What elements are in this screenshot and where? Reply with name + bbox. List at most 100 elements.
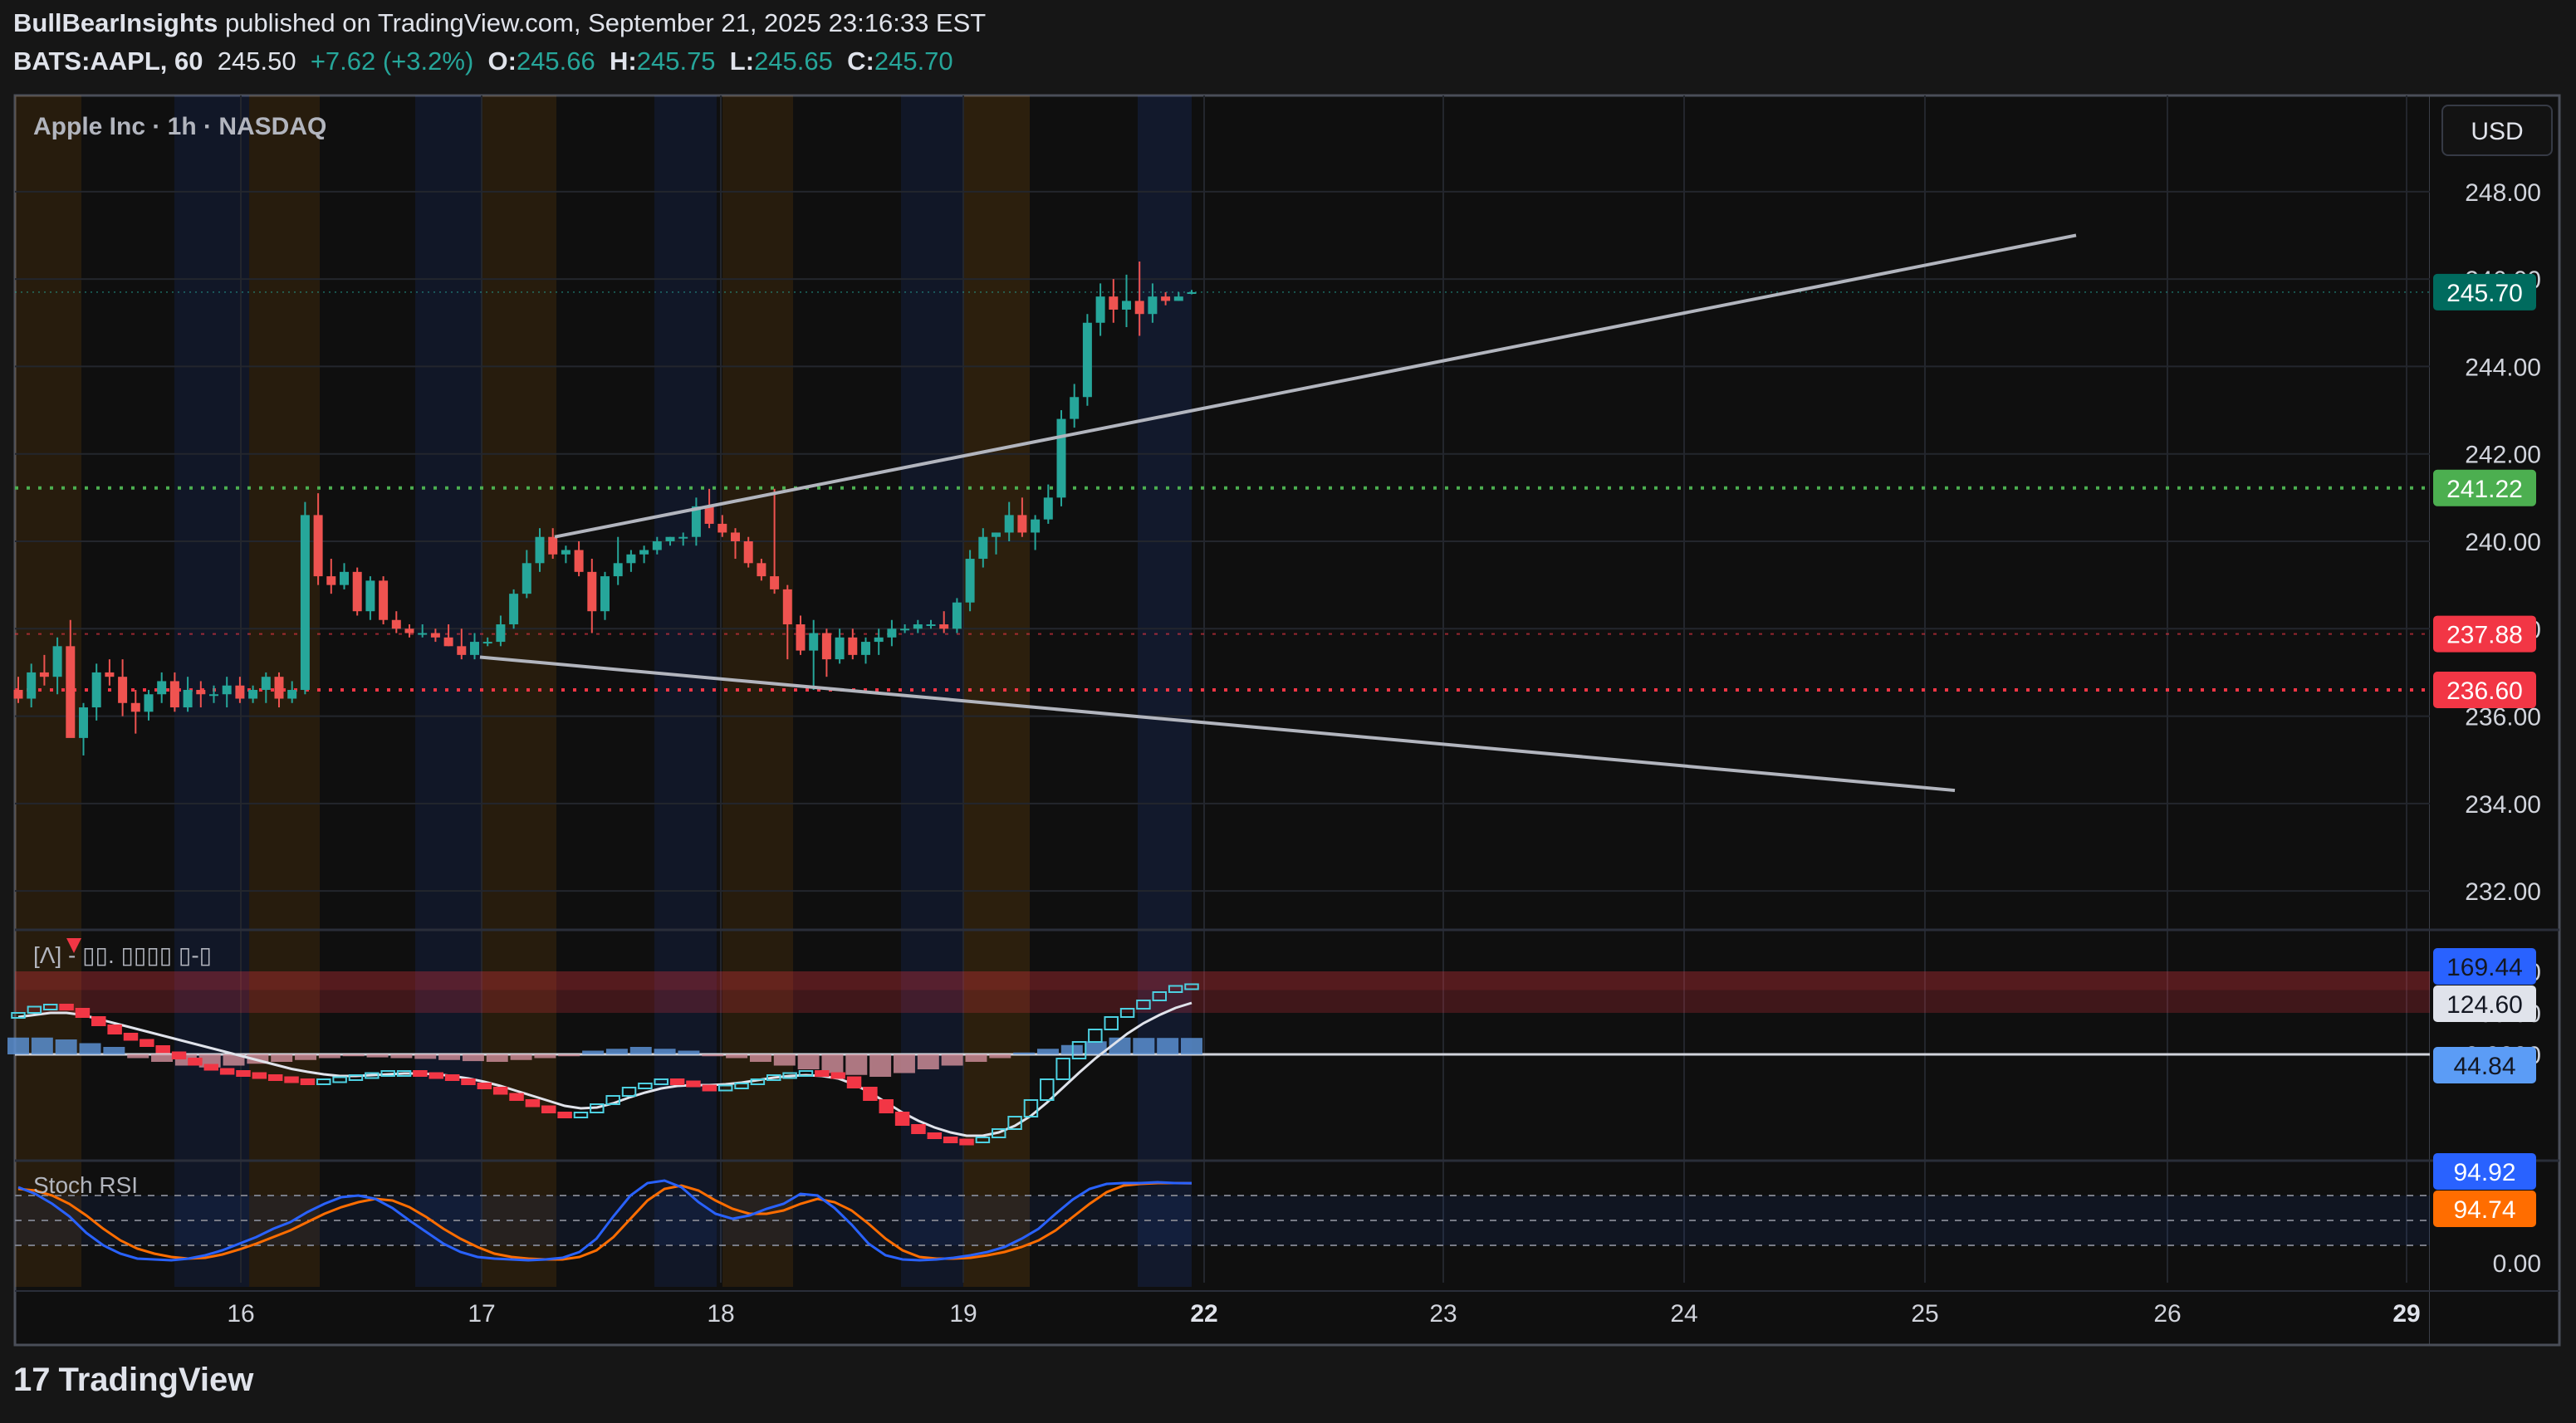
candle-body xyxy=(196,689,206,695)
osc-wave-candle xyxy=(413,1070,428,1077)
open-value: 245.66 xyxy=(516,46,595,76)
osc-wave-candle xyxy=(42,1004,58,1010)
time-tick-label: 17 xyxy=(468,1300,495,1328)
osc-wave-candle xyxy=(75,1008,91,1018)
wave-indicator-label[interactable]: [Λ] - ▯▯. ▯▯▯▯ ▯-▯ xyxy=(33,942,213,968)
osc-wave-candle xyxy=(509,1093,524,1101)
osc-histogram-bar xyxy=(7,1037,29,1054)
candle-body xyxy=(379,580,389,620)
high-label: H: xyxy=(610,46,637,76)
osc-wave-candle xyxy=(654,1078,668,1085)
candle-body xyxy=(939,624,949,629)
tradingview-wordmark[interactable]: TradingView xyxy=(58,1362,254,1398)
candle-body xyxy=(157,681,167,695)
candle-body xyxy=(522,563,531,594)
osc-histogram-bar xyxy=(749,1054,771,1062)
osc-histogram-bar xyxy=(893,1054,915,1073)
time-tick-label: 22 xyxy=(1190,1300,1217,1328)
osc-wave-candle xyxy=(1152,991,1168,1001)
osc-histogram-bar xyxy=(127,1054,149,1059)
candle-body xyxy=(652,540,662,550)
price-tick-label: 236.00 xyxy=(2465,704,2541,731)
candle-body xyxy=(965,559,975,603)
osc-wave-candle xyxy=(236,1070,251,1077)
stoch-d-line xyxy=(17,1181,1193,1261)
candle-body xyxy=(1031,519,1041,533)
osc-wave-candle xyxy=(975,1137,991,1143)
publish-date: published on TradingView.com, September … xyxy=(224,8,987,37)
osc-histogram-bar xyxy=(605,1049,628,1054)
stoch-tick-label: 0.00 xyxy=(2493,1250,2541,1278)
osc-histogram-bar xyxy=(917,1054,939,1069)
symbol-label[interactable]: BATS:AAPL, 60 xyxy=(13,46,203,76)
price-tag xyxy=(2433,273,2536,311)
candle-body xyxy=(691,506,701,537)
osc-histogram-bar xyxy=(726,1054,748,1059)
candle-body xyxy=(535,536,545,564)
osc-wave-candle xyxy=(284,1076,299,1083)
osc-wave-candle xyxy=(702,1084,717,1092)
price-tick-label: 242.00 xyxy=(2465,442,2541,469)
chart-outer-border xyxy=(13,94,2561,1347)
publish-info: BullBearInsights published on TradingVie… xyxy=(13,8,986,38)
osc-wave-candle xyxy=(1136,1000,1151,1010)
osc-histogram-bar xyxy=(582,1050,605,1054)
candle-body xyxy=(757,563,766,577)
time-tick-label: 26 xyxy=(2153,1300,2181,1328)
candle-body xyxy=(821,633,831,660)
osc-wave-candle xyxy=(830,1072,845,1079)
candle-body xyxy=(978,536,988,560)
osc-wave-candle xyxy=(911,1124,926,1134)
low-label: L: xyxy=(729,46,755,76)
candle-body xyxy=(248,689,258,699)
osc-wave-candle xyxy=(798,1070,814,1077)
osc-wave-candle xyxy=(750,1078,766,1085)
osc-histogram-bar xyxy=(1037,1049,1059,1054)
osc-wave-candle xyxy=(894,1112,910,1126)
session-band xyxy=(722,95,793,1287)
stoch-value-tag xyxy=(2433,1191,2536,1227)
osc-histogram-bar xyxy=(558,1054,580,1057)
time-tick-label: 24 xyxy=(1670,1300,1697,1328)
candle-body xyxy=(782,589,792,625)
stoch-rsi-label[interactable]: Stoch RSI xyxy=(33,1172,139,1198)
osc-histogram-bar xyxy=(1109,1037,1131,1054)
candle-body xyxy=(1004,515,1014,533)
candle-body xyxy=(809,633,819,651)
time-tick-label: 18 xyxy=(707,1300,734,1328)
osc-histogram-bar xyxy=(55,1039,77,1054)
osc-histogram-bar xyxy=(414,1054,437,1059)
sell-signal-marker xyxy=(66,938,81,953)
osc-wave-candle xyxy=(541,1105,556,1113)
osc-wave-candle xyxy=(943,1137,958,1143)
osc-histogram-bar xyxy=(271,1054,293,1062)
osc-wave-candle xyxy=(492,1087,508,1095)
candle-body xyxy=(66,646,76,738)
time-tick-label: 16 xyxy=(227,1300,254,1328)
osc-wave-candle xyxy=(991,1128,1006,1138)
osc-wave-candle xyxy=(766,1074,781,1081)
candle-body xyxy=(1082,322,1092,398)
candle-body xyxy=(340,571,349,585)
candle-body xyxy=(848,637,858,655)
osc-histogram-bar xyxy=(223,1054,245,1066)
candle-body xyxy=(574,550,584,572)
upper-trendline xyxy=(554,233,2077,539)
candle-body xyxy=(300,515,310,690)
candle-body xyxy=(52,646,62,677)
osc-wave-candle xyxy=(444,1074,460,1081)
close-value: 245.70 xyxy=(874,46,953,76)
currency-button[interactable]: USD xyxy=(2441,105,2553,156)
osc-wave-candle xyxy=(927,1132,943,1139)
candle-body xyxy=(770,576,780,589)
osc-histogram-bar xyxy=(31,1037,53,1054)
candle-body xyxy=(39,672,49,677)
candle-body xyxy=(639,550,649,555)
stoch-value-tag xyxy=(2433,1153,2536,1190)
osc-wave-candle xyxy=(815,1070,830,1077)
candle-body xyxy=(169,681,179,708)
author-name[interactable]: BullBearInsights xyxy=(13,8,218,37)
osc-histogram-bar xyxy=(1085,1041,1107,1054)
osc-wave-candle xyxy=(300,1078,316,1085)
